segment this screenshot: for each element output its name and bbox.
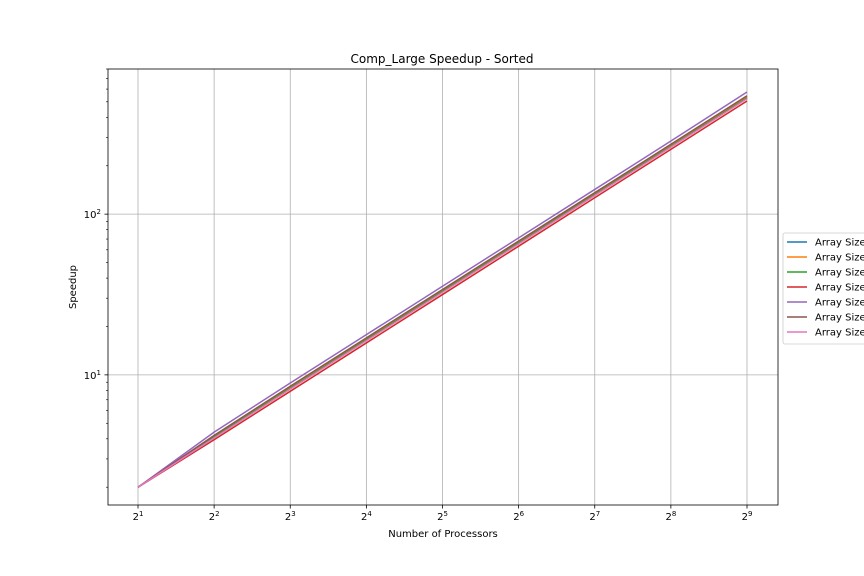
legend-label: Array Size — [815, 268, 864, 279]
x-tick-label: 22 — [209, 510, 220, 523]
series-line — [137, 98, 748, 488]
series-line — [137, 100, 748, 488]
series-lines — [137, 91, 748, 488]
x-tick-label: 25 — [437, 510, 448, 523]
legend-label: Array Size — [815, 253, 864, 264]
x-axis-ticks: 21 22 23 24 25 26 27 28 29 — [133, 505, 753, 523]
legend-label: Array Size — [815, 298, 864, 309]
x-tick-label: 21 — [133, 510, 144, 523]
series-line — [137, 95, 748, 488]
x-tick-label: 23 — [285, 510, 296, 523]
legend: Array Size Array Size Array Size Array Size… — [782, 232, 864, 345]
x-tick-label: 28 — [665, 510, 676, 523]
x-tick-label: 29 — [742, 510, 753, 523]
chart-title: Comp_Large Speedup - Sorted — [351, 52, 534, 66]
series-line — [137, 91, 748, 488]
x-tick-label: 27 — [589, 510, 600, 523]
x-tick-label: 24 — [361, 510, 372, 523]
legend-label: Array Size — [815, 313, 864, 324]
x-tick-label: 26 — [513, 510, 524, 523]
plot-frame — [107, 68, 779, 506]
y-axis-label: Speedup — [68, 265, 79, 309]
legend-label: Array Size — [815, 328, 864, 339]
y-tick-label: 101 — [84, 369, 101, 382]
legend-box — [782, 232, 864, 345]
y-tick-label: 102 — [84, 208, 101, 221]
x-axis-label: Number of Processors — [388, 529, 498, 540]
y-axis-ticks: 101 102 — [84, 68, 108, 488]
legend-label: Array Size — [815, 283, 864, 294]
legend-label: Array Size — [815, 238, 864, 249]
